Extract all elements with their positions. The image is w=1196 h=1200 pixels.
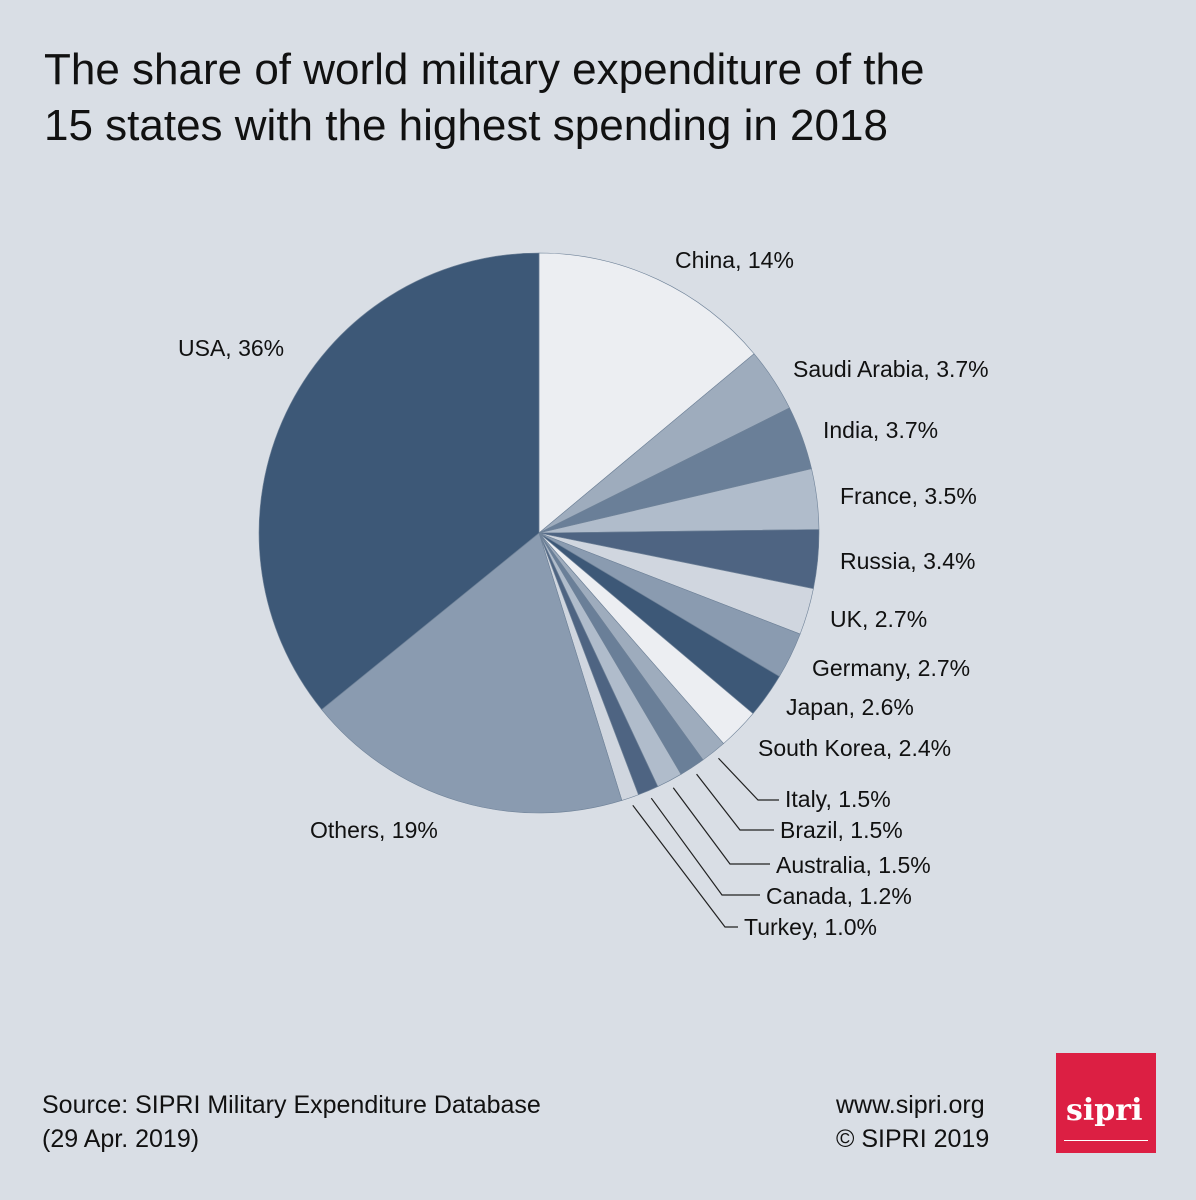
slice-label: China, 14% [675,247,794,273]
leader-line [632,804,738,928]
slice-label: Japan, 2.6% [786,694,914,720]
slice-label: South Korea, 2.4% [758,735,951,761]
slice-label: Italy, 1.5% [785,786,891,812]
pie-slice-china [538,252,755,534]
pie-slice-others [321,532,623,814]
chart-title: The share of world military expenditure … [44,42,1144,154]
leader-line [696,773,774,831]
leader-line [718,757,779,801]
website-link[interactable]: www.sipri.org [836,1091,985,1119]
slice-label: Turkey, 1.0% [744,914,877,940]
slice-label: France, 3.5% [840,483,977,509]
source-line-2: (29 Apr. 2019) [42,1125,200,1153]
source-line-1: Source: SIPRI Military Expenditure Datab… [42,1091,541,1119]
slice-label: Russia, 3.4% [840,548,976,574]
source-note: Source: SIPRI Military Expenditure Datab… [42,1088,541,1156]
slice-label: Saudi Arabia, 3.7% [793,356,989,382]
slice-label: USA, 36% [178,335,284,361]
copyright: © SIPRI 2019 [836,1125,990,1153]
sipri-logo: sipri [1056,1053,1156,1153]
slice-label: Germany, 2.7% [812,655,970,681]
site-info: www.sipri.org © SIPRI 2019 [836,1088,989,1156]
title-line-1: The share of world military expenditure … [44,45,925,94]
leader-line [672,787,770,865]
title-line-2: 15 states with the highest spending in 2… [44,101,888,150]
slice-label: Australia, 1.5% [776,852,931,878]
pie-slice-usa [258,252,540,710]
slice-label: India, 3.7% [823,417,938,443]
slice-label: UK, 2.7% [830,606,927,632]
slice-label: Brazil, 1.5% [780,817,903,843]
slice-label: Others, 19% [310,817,438,843]
leader-line [650,797,760,896]
slice-label: Canada, 1.2% [766,883,912,909]
logo-text: sipri [1066,1093,1143,1128]
